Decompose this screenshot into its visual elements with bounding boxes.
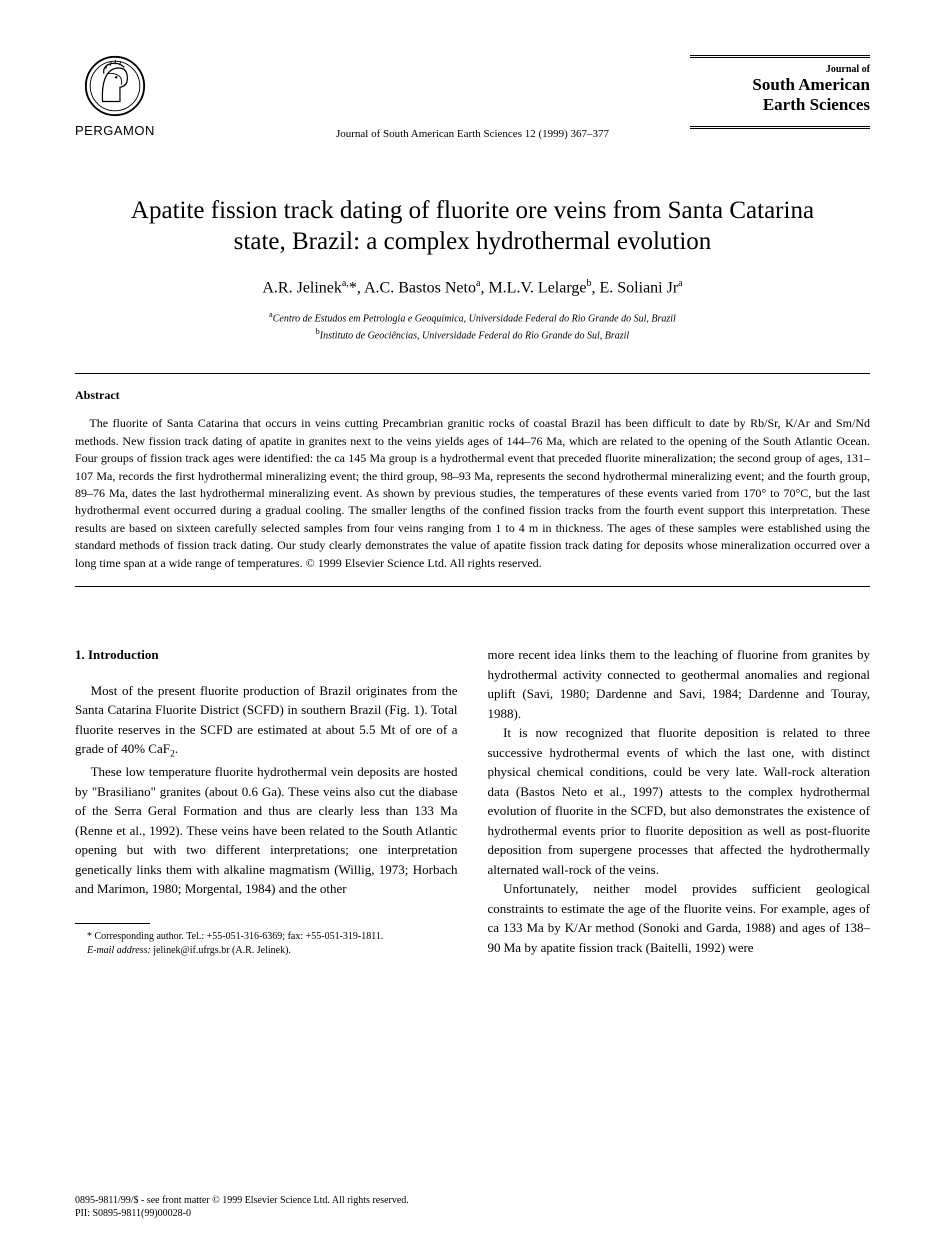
left-column: 1. Introduction Most of the present fluo… <box>75 645 458 958</box>
rule-below-abstract <box>75 586 870 587</box>
intro-para-5: Unfortunately, neither model provides su… <box>488 879 871 957</box>
intro-para-1: Most of the present fluorite production … <box>75 681 458 763</box>
email-label: E-mail address: <box>87 945 151 956</box>
publisher-block: PERGAMON <box>75 55 155 138</box>
rule-above-abstract <box>75 373 870 374</box>
journal-prefix: Journal of <box>690 64 870 75</box>
intro-para-1-text: Most of the present fluorite production … <box>75 683 458 757</box>
email-line: E-mail address: jelinek@if.ufrgs.br (A.R… <box>75 944 458 958</box>
pergamon-logo-icon <box>84 55 146 117</box>
journal-name-line1: South American <box>690 75 870 95</box>
intro-para-1-end: . <box>175 741 178 756</box>
corresponding-author: * Corresponding author. Tel.: +55-051-31… <box>75 930 458 944</box>
intro-heading: 1. Introduction <box>75 645 458 665</box>
affiliations: aCentro de Estudos em Petrologia e Geoqu… <box>75 309 870 344</box>
pii-line: PII: S0895-9811(99)00028-0 <box>75 1207 870 1220</box>
publisher-name: PERGAMON <box>75 123 155 138</box>
affiliation-b: bInstituto de Geociências, Universidade … <box>75 326 870 343</box>
body-columns: 1. Introduction Most of the present fluo… <box>75 645 870 958</box>
email-address: jelinek@if.ufrgs.br (A.R. Jelinek). <box>153 945 291 956</box>
intro-para-4: It is now recognized that fluorite depos… <box>488 723 871 879</box>
copyright-line: 0895-9811/99/$ - see front matter © 1999… <box>75 1194 870 1207</box>
right-column: more recent idea links them to the leach… <box>488 645 871 958</box>
journal-title-box: Journal of South American Earth Sciences <box>690 55 870 129</box>
footnote-block: * Corresponding author. Tel.: +55-051-31… <box>75 930 458 958</box>
citation-line: Journal of South American Earth Sciences… <box>75 128 870 140</box>
article-title: Apatite fission track dating of fluorite… <box>105 195 840 258</box>
affiliation-a-text: Centro de Estudos em Petrologia e Geoquí… <box>273 313 676 324</box>
journal-name-line2: Earth Sciences <box>690 95 870 115</box>
page-footer: 0895-9811/99/$ - see front matter © 1999… <box>75 1194 870 1220</box>
abstract-heading: Abstract <box>75 388 870 403</box>
intro-para-3: more recent idea links them to the leach… <box>488 645 871 723</box>
footnote-rule <box>75 923 150 924</box>
affiliation-b-text: Instituto de Geociências, Universidade F… <box>320 330 629 341</box>
abstract-text: The fluorite of Santa Catarina that occu… <box>75 415 870 572</box>
affiliation-a: aCentro de Estudos em Petrologia e Geoqu… <box>75 309 870 326</box>
intro-para-2: These low temperature fluorite hydrother… <box>75 762 458 899</box>
page-header: PERGAMON Journal of South American Earth… <box>75 55 870 138</box>
authors-line: A.R. Jelineka,*, A.C. Bastos Netoa, M.L.… <box>75 278 870 297</box>
